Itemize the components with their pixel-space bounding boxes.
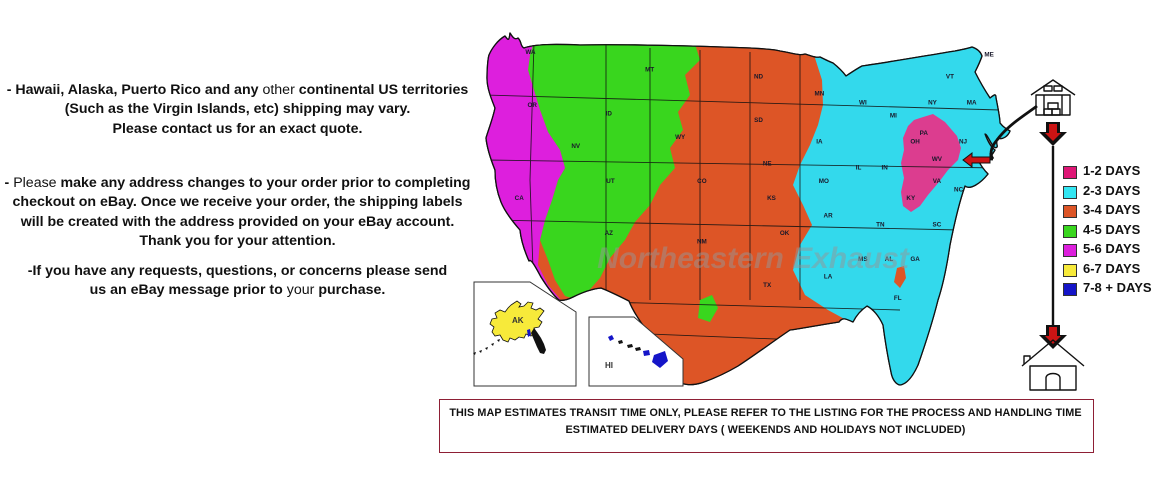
svg-text:AK: AK (512, 316, 524, 325)
svg-text:HI: HI (605, 361, 613, 370)
